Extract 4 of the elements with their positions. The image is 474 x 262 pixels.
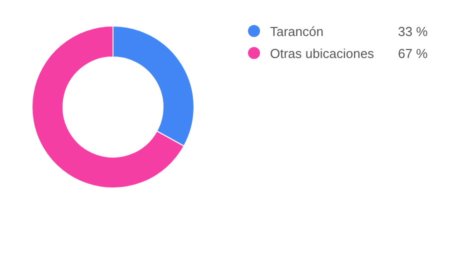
legend-label: Tarancón <box>270 24 324 38</box>
data-label: 33 % <box>398 24 428 38</box>
data-label: 67 % <box>398 46 428 60</box>
legend-label: Otras ubicaciones <box>270 46 376 60</box>
